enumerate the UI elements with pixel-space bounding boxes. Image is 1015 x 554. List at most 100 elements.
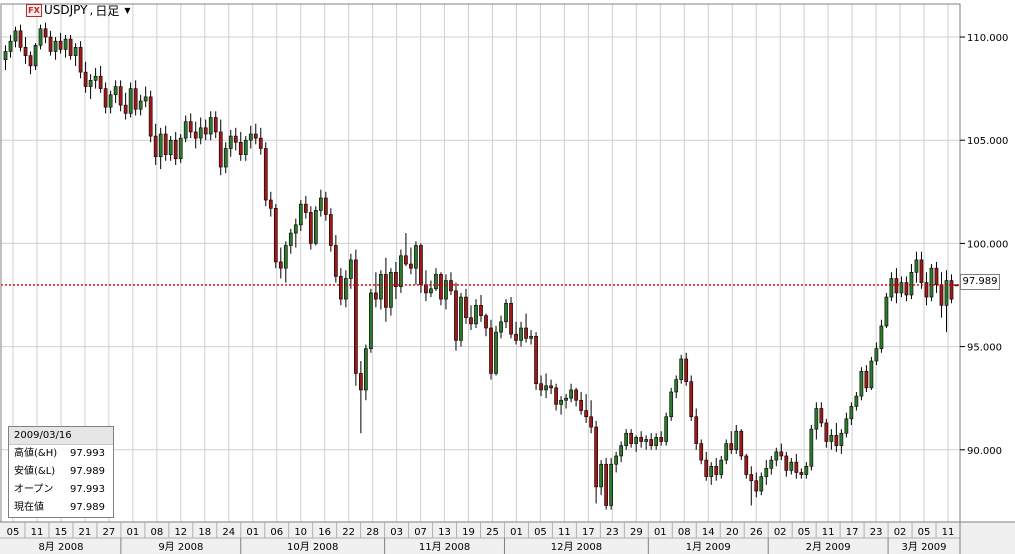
candle-body — [659, 437, 664, 442]
candle-body — [594, 426, 598, 488]
candle-body — [644, 439, 649, 442]
candle-body — [253, 133, 258, 139]
candle-body — [609, 463, 613, 506]
y-tick-label: 105.000 — [967, 136, 1008, 147]
candle-body — [914, 259, 919, 273]
candle-body — [539, 383, 543, 391]
y-tick-label: 110.000 — [967, 33, 1008, 44]
symbol-header[interactable]: FX USDJPY , 日足 ▼ — [26, 3, 131, 18]
candle-body — [98, 75, 103, 89]
candle-body — [288, 232, 293, 246]
info-row-low: 安値(&L) 97.989 — [9, 463, 113, 481]
candle-body — [73, 47, 78, 56]
x-day-label: 27 — [103, 527, 116, 538]
info-label: 高値(&H) — [14, 448, 58, 459]
candle-body — [544, 385, 548, 391]
candle-body — [364, 348, 368, 391]
candle-body — [318, 197, 323, 211]
candle-body — [28, 55, 33, 67]
candle-body — [113, 86, 118, 96]
candle-body — [173, 139, 178, 160]
candle-body — [203, 127, 208, 135]
x-day-label: 24 — [222, 527, 235, 538]
candle-body — [724, 443, 729, 461]
x-day-label: 12 — [174, 527, 187, 538]
candle-body — [198, 127, 203, 139]
candle-body — [614, 455, 618, 465]
candle-body — [248, 133, 253, 141]
candle-body — [379, 274, 383, 300]
candle-body — [934, 267, 939, 285]
candle-body — [3, 51, 8, 61]
candle-body — [589, 416, 593, 428]
candle-body — [143, 96, 148, 102]
candle-body — [459, 296, 463, 341]
candle-body — [183, 121, 188, 139]
info-value: 97.993 — [70, 484, 105, 495]
candle-body — [894, 278, 899, 294]
candle-body — [569, 389, 573, 399]
candle-body — [654, 437, 659, 446]
candle-body — [404, 255, 408, 265]
symbol-label: USDJPY — [44, 3, 88, 17]
x-month-label: 11月 2008 — [419, 541, 470, 553]
candle-body — [714, 465, 719, 475]
candle-body — [899, 282, 904, 294]
candle-body — [394, 271, 398, 288]
candle-body — [83, 71, 88, 87]
candle-body — [293, 224, 298, 234]
candle-body — [188, 121, 193, 133]
candle-body — [799, 472, 804, 475]
x-day-label: 11 — [31, 527, 44, 538]
y-tick-label: 100.000 — [967, 239, 1008, 250]
candle-body — [809, 428, 814, 467]
candle-body — [704, 459, 709, 477]
candle-body — [158, 133, 163, 158]
x-day-label: 14 — [702, 527, 715, 538]
candle-body — [414, 245, 418, 269]
candle-body — [859, 371, 864, 397]
candle-body — [529, 335, 533, 339]
candle-body — [409, 263, 413, 269]
candle-body — [834, 435, 839, 446]
candle-body — [504, 302, 508, 323]
candle-body — [344, 278, 348, 300]
candle-body — [58, 40, 63, 50]
candle-body — [424, 284, 428, 294]
x-day-label: 26 — [750, 527, 763, 538]
x-day-label: 19 — [462, 527, 475, 538]
candle-body — [929, 267, 934, 298]
symbol-comma: , — [89, 3, 94, 17]
x-day-label: 17 — [846, 527, 859, 538]
x-month-label: 3月 2009 — [902, 541, 947, 553]
candle-body — [263, 148, 268, 201]
candle-body — [629, 432, 634, 444]
candle-body — [829, 435, 834, 442]
candle-body — [258, 137, 263, 149]
candle-body — [604, 463, 608, 506]
candle-body — [454, 290, 458, 341]
candle-body — [769, 459, 774, 469]
candle-body — [354, 259, 358, 374]
x-day-label: 01 — [510, 527, 523, 538]
candle-body — [349, 259, 353, 279]
timeframe-label: 日足 — [95, 3, 120, 18]
candle-body — [489, 327, 493, 374]
candle-body — [884, 296, 889, 327]
candle-body — [218, 131, 223, 168]
candle-body — [369, 292, 373, 349]
candle-body — [879, 325, 884, 349]
candle-body — [864, 371, 869, 389]
candle-body — [278, 261, 283, 269]
info-row-open: オープン 97.993 — [9, 481, 113, 499]
candle-body — [634, 437, 639, 444]
candle-body — [564, 397, 568, 401]
axes: 90.000 95.000 100.000 105.000 110.000 05 11 15 2… — [0, 3, 1015, 554]
candle-body — [238, 141, 243, 155]
candle-body — [579, 399, 583, 411]
caret-down-icon[interactable]: ▼ — [124, 5, 131, 15]
candle-body — [153, 135, 158, 158]
x-day-label: 07 — [414, 527, 427, 538]
x-day-label: 05 — [534, 527, 547, 538]
